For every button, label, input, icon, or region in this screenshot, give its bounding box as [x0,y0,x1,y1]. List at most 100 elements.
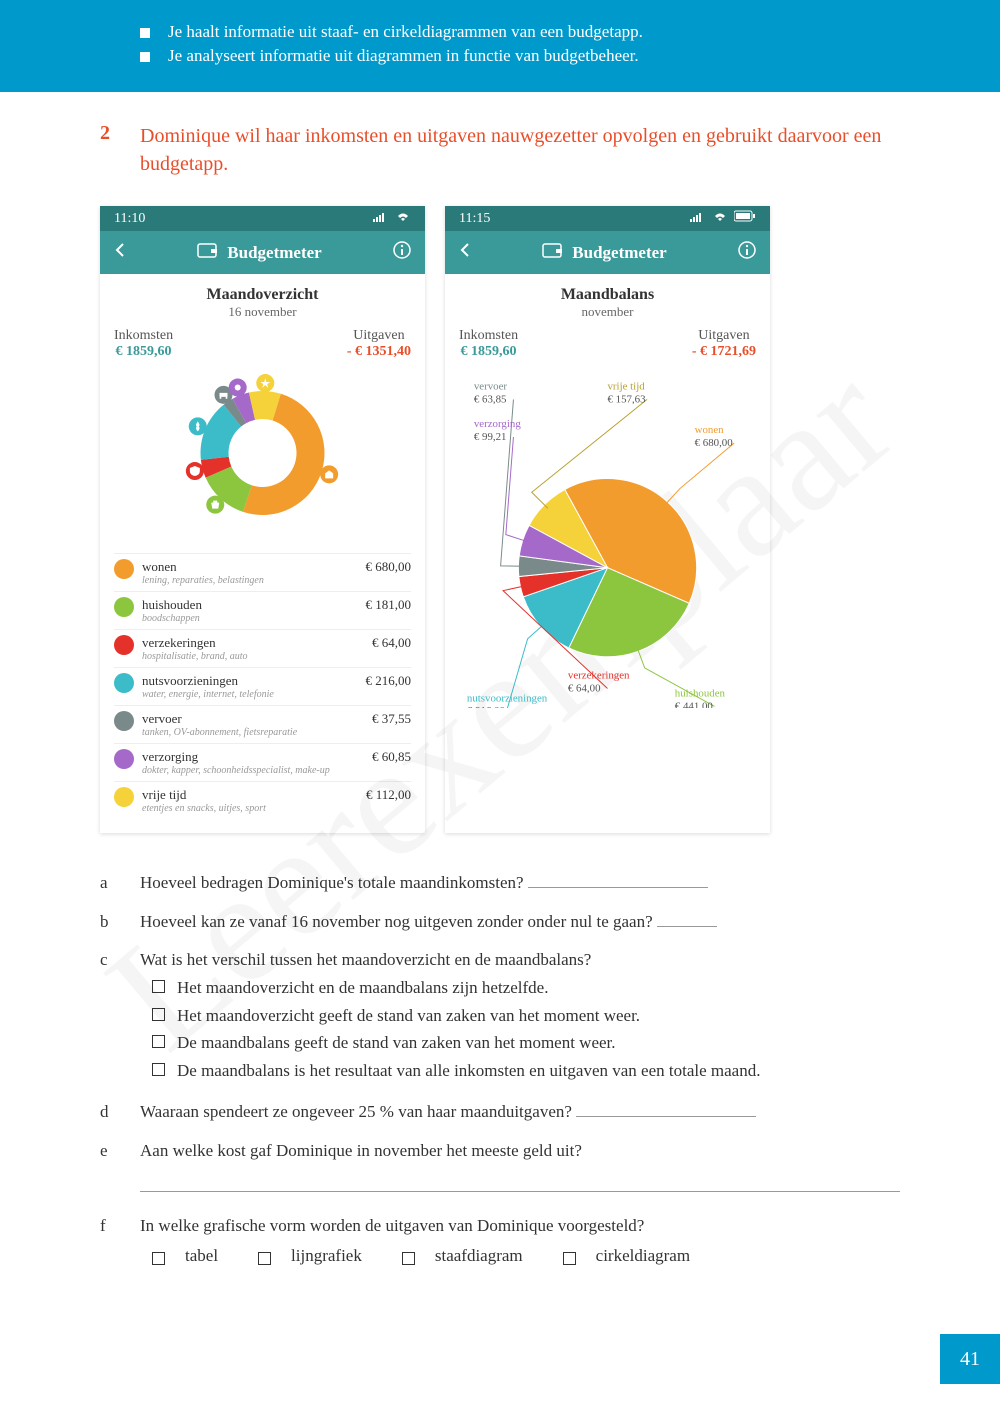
question-b: Hoeveel kan ze vanaf 16 november nog uit… [140,912,653,931]
pie-callout: verzorging [474,418,521,430]
wifi-icon [712,210,728,227]
category-row: huishoudenboodschappen€ 181,00 [114,591,411,629]
category-row: vervoertanken, OV-abonnement, fietsrepar… [114,705,411,743]
back-icon[interactable] [114,242,126,263]
answer-blank[interactable] [576,1101,756,1117]
expense-label: Uitgaven [347,328,411,344]
question-e: Aan welke kost gaf Dominique in november… [140,1141,582,1160]
pie-callout: € 680,00 [695,437,734,449]
category-sub: hospitalisatie, brand, auto [142,651,372,662]
question-f: In welke grafische vorm worden de uitgav… [140,1214,900,1239]
checkbox-label: Het maandoverzicht en de maandbalans zij… [177,976,548,1001]
checkbox[interactable] [152,1035,165,1048]
category-row: nutsvoorzieningenwater, energie, interne… [114,667,411,705]
category-sub: tanken, OV-abonnement, fietsreparatie [142,727,372,738]
category-sub: etentjes en snacks, uitjes, sport [142,803,366,814]
exercise-heading: 2 Dominique wil haar inkomsten en uitgav… [100,122,900,178]
info-icon[interactable] [738,241,756,264]
question-letter: b [100,910,140,935]
category-name: vrije tijd [142,787,366,803]
category-icon [114,749,134,769]
income-value: € 1859,60 [114,344,173,360]
category-icon [114,673,134,693]
checkbox-label: De maandbalans is het resultaat van alle… [177,1059,760,1084]
checkbox[interactable] [152,980,165,993]
screen-title: Maandbalans [459,286,756,304]
expense-label: Uitgaven [692,328,756,344]
category-name: huishouden [142,597,366,613]
pie-chart: wonen€ 680,00huishouden€ 441,00nutsvoorz… [459,368,756,708]
expense-value: - € 1721,69 [692,344,756,360]
answer-blank[interactable] [657,911,717,927]
pie-callout: € 64,00 [568,682,601,694]
checkbox[interactable] [258,1252,271,1265]
app-title: Budgetmeter [572,243,666,263]
expense-value: - € 1351,40 [347,344,411,360]
category-sub: dokter, kapper, schoonheidsspecialist, m… [142,765,372,776]
pie-callout: vrije tijd [608,381,646,393]
screen-subtitle: november [459,304,756,320]
question-a: Hoeveel bedragen Dominique's totale maan… [140,873,524,892]
category-value: € 181,00 [366,597,412,613]
pie-callout: verzekeringen [568,670,630,682]
checkbox[interactable] [563,1252,576,1265]
objective-text: Je haalt informatie uit staaf- en cirkel… [168,22,643,42]
category-value: € 112,00 [366,787,411,803]
exercise-number: 2 [100,122,140,145]
answer-blank[interactable] [528,872,708,888]
category-sub: boodschappen [142,613,366,624]
exercise-prompt: Dominique wil haar inkomsten en uitgaven… [140,122,900,178]
category-list: wonenlening, reparaties, belastingen€ 68… [114,553,411,819]
question-d: Waaraan spendeert ze ongeveer 25 % van h… [140,1102,572,1121]
app-bar: Budgetmeter [100,231,425,274]
category-row: verzorgingdokter, kapper, schoonheidsspe… [114,743,411,781]
question-letter: d [100,1100,140,1125]
wifi-icon [395,210,411,227]
category-icon [114,559,134,579]
phone-maandbalans: 11:15 [445,206,770,833]
pie-callout: € 157,63 [608,393,647,405]
category-icon [114,711,134,731]
category-value: € 64,00 [372,635,411,651]
category-name: verzorging [142,749,372,765]
category-name: wonen [142,559,366,575]
battery-icon [734,210,756,227]
category-row: vrije tijdetentjes en snacks, uitjes, sp… [114,781,411,819]
status-time: 11:10 [114,211,145,227]
category-name: nutsvoorzieningen [142,673,366,689]
checkbox[interactable] [152,1252,165,1265]
category-name: vervoer [142,711,372,727]
checkbox[interactable] [152,1063,165,1076]
back-icon[interactable] [459,242,471,263]
bullet-icon [140,28,150,38]
screen-title: Maandoverzicht [114,286,411,304]
pie-callout: € 216,00 [467,705,506,708]
screen-subtitle: 16 november [114,304,411,320]
category-name: verzekeringen [142,635,372,651]
checkbox[interactable] [152,1008,165,1021]
pie-callout: vervoer [474,381,508,393]
checkbox-label: staafdiagram [435,1244,523,1269]
status-bar: 11:15 [445,206,770,231]
app-title: Budgetmeter [227,243,321,263]
answer-blank[interactable] [140,1172,900,1192]
question-letter: f [100,1214,140,1239]
objective-text: Je analyseert informatie uit diagrammen … [168,46,639,66]
info-icon[interactable] [393,241,411,264]
category-value: € 60,85 [372,749,411,765]
question-list: aHoeveel bedragen Dominique's totale maa… [100,871,900,1269]
question-letter: a [100,871,140,896]
category-icon [114,787,134,807]
question-letter: e [100,1139,140,1164]
income-label: Inkomsten [114,328,173,344]
category-value: € 216,00 [366,673,412,689]
category-value: € 37,55 [372,711,411,727]
checkbox[interactable] [402,1252,415,1265]
donut-chart [114,368,411,538]
status-time: 11:15 [459,211,490,227]
checkbox-label: De maandbalans geeft de stand van zaken … [177,1031,616,1056]
pie-callout: € 63,85 [474,393,507,405]
income-label: Inkomsten [459,328,518,344]
category-value: € 680,00 [366,559,412,575]
app-bar: Budgetmeter [445,231,770,274]
